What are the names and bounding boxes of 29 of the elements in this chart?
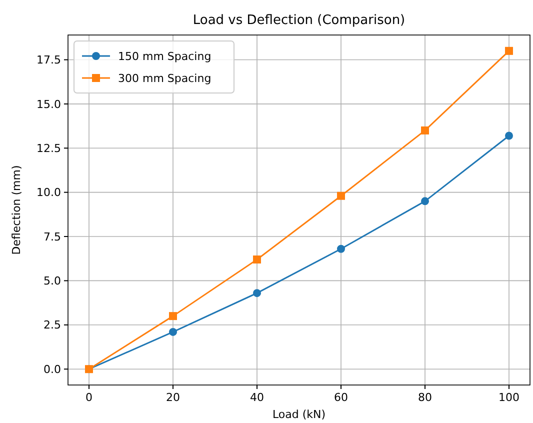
point: [253, 255, 261, 264]
point: [169, 328, 177, 336]
y-tick-label: 0.0: [44, 362, 61, 376]
y-axis-title: Deflection (mm): [10, 165, 23, 255]
legend-label: 150 mm Spacing: [118, 50, 212, 63]
y-tick-label: 15.0: [36, 98, 61, 111]
y-tick-label: 2.5: [44, 318, 61, 332]
point: [337, 192, 345, 200]
legend-label: 300 mm Spacing: [118, 72, 212, 85]
point: [169, 312, 177, 320]
x-tick-label: 60: [334, 391, 348, 404]
y-tick-label: 5.0: [44, 274, 61, 288]
point: [505, 132, 513, 140]
x-tick-label: 40: [250, 391, 264, 404]
point: [253, 289, 261, 298]
chart-title: Load vs Deflection (Comparison): [192, 13, 406, 28]
y-tick-label: 17.5: [36, 54, 61, 67]
x-tick-label: 0: [86, 391, 92, 404]
x-tick-label: 100: [498, 391, 520, 404]
point: [505, 46, 513, 55]
point: [421, 126, 429, 134]
x-tick-label: 80: [418, 391, 432, 404]
point: [337, 244, 345, 253]
x-tick-label: 20: [166, 391, 180, 404]
x-axis-title: Load (kN): [272, 408, 326, 421]
y-tick-label: 10.0: [36, 186, 61, 200]
point: [421, 197, 429, 206]
y-tick-label: 12.5: [36, 142, 61, 155]
y-tick-label: 7.5: [44, 230, 61, 244]
